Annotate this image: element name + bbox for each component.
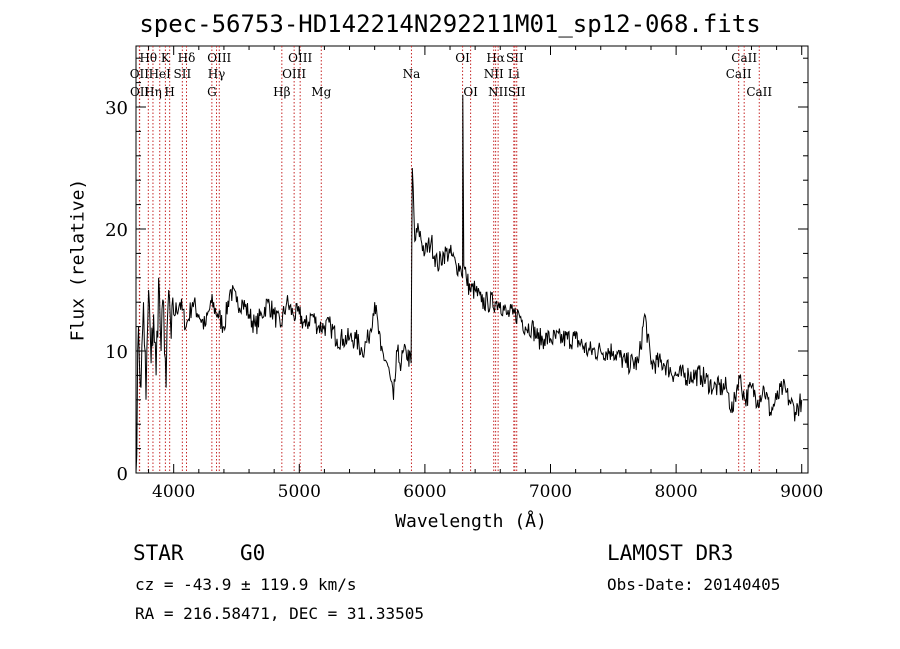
chart-title: spec-56753-HD142214N292211M01_sp12-068.f… [139,10,761,38]
line-marker-label: CaII [746,85,772,99]
line-marker-label: Hδ [178,51,196,65]
y-tick-label: 10 [105,342,128,363]
line-marker-label: SII [506,51,524,65]
line-marker-label: Hη [144,85,162,99]
plot-frame [135,45,809,474]
line-marker-label: Hθ [139,51,157,65]
object-class: STAR [133,541,184,565]
y-axis-label: Flux (relative) [67,178,89,342]
line-marker-label: Mg [311,85,331,99]
line-marker-label: OIII [207,51,231,65]
line-marker-label: Hβ [273,85,290,99]
flux-series-line [135,94,803,474]
line-marker-label: OI [455,51,470,65]
line-marker-label: OIII [282,67,306,81]
y-tick-label: 20 [105,220,128,241]
x-tick-label: 6000 [403,482,446,502]
line-marker-label: G [207,85,217,99]
line-marker-label: SII [508,85,526,99]
line-marker-label: HeI [149,67,172,81]
coordinates: RA = 216.58471, DEC = 31.33505 [135,604,424,623]
line-marker-label: CaII [726,67,752,81]
observation-date: Obs-Date: 20140405 [607,575,781,594]
redshift-velocity: cz = -43.9 ± 119.9 km/s [135,575,357,594]
line-marker-label: NII [484,67,504,81]
line-marker-label: K [161,51,171,65]
y-tick-label: 30 [105,98,128,119]
line-marker-label: Hγ [208,67,226,81]
line-marker-label: Hα [486,51,505,65]
x-tick-label: 7000 [529,482,572,502]
survey-name: LAMOST DR3 [607,541,734,565]
axis-ticks: 4000 5000 6000 7000 8000 9000 0 10 20 30 [105,46,823,502]
line-marker-label: NII [488,85,508,99]
line-marker-label: OI [463,85,478,99]
line-marker-label: SII [173,67,191,81]
x-tick-label: 4000 [152,482,195,502]
line-marker-label: CaII [731,51,757,65]
line-marker-label: H [164,85,174,99]
x-tick-label: 5000 [278,482,321,502]
x-tick-label: 8000 [654,482,697,502]
line-marker-label: OII [130,85,150,99]
line-marker-label: OIII [288,51,312,65]
object-subclass: G0 [240,541,266,565]
line-marker-label: Na [403,67,421,81]
x-axis-label: Wavelength (Å) [395,511,547,532]
x-tick-label: 9000 [780,482,823,502]
line-marker-label: Li [508,67,520,81]
y-tick-label: 0 [117,464,128,485]
